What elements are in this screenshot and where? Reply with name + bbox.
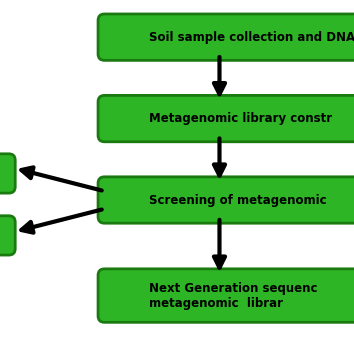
FancyBboxPatch shape	[0, 154, 15, 193]
Text: Screening of metagenomic: Screening of metagenomic	[149, 194, 326, 206]
Text: Next Generation sequenc
metagenomic  librar: Next Generation sequenc metagenomic libr…	[149, 281, 317, 310]
FancyBboxPatch shape	[98, 14, 354, 60]
Text: Soil sample collection and DNA: Soil sample collection and DNA	[149, 31, 354, 44]
FancyBboxPatch shape	[98, 95, 354, 142]
Text: Metagenomic library constr: Metagenomic library constr	[149, 112, 332, 125]
FancyBboxPatch shape	[98, 269, 354, 322]
FancyBboxPatch shape	[0, 216, 15, 255]
FancyBboxPatch shape	[98, 177, 354, 223]
